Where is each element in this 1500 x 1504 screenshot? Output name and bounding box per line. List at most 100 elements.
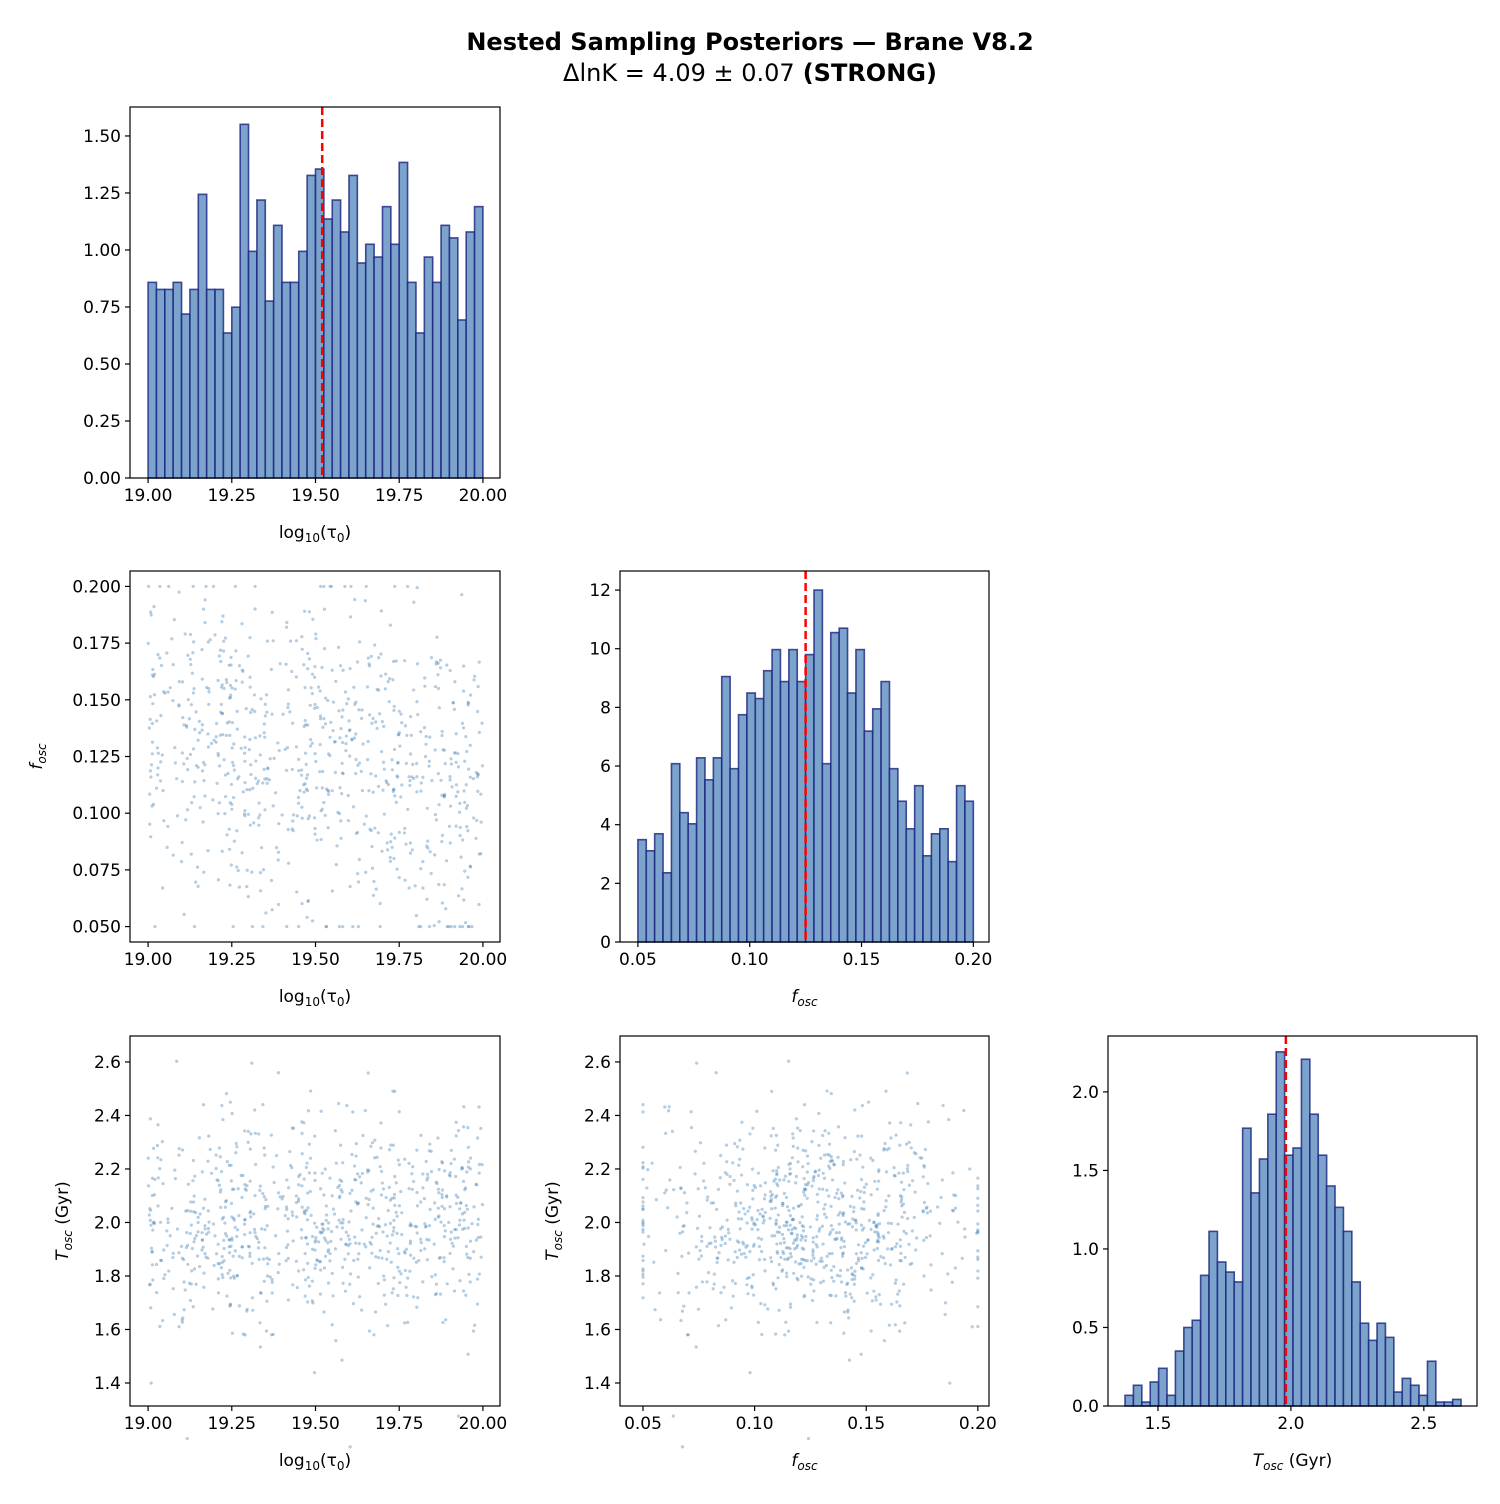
figure-subtitle: ΔlnK = 4.09 ± 0.07 (STRONG) (563, 59, 937, 87)
scatter-point (229, 1179, 233, 1183)
scatter-point (397, 1110, 401, 1114)
scatter-point (223, 636, 228, 640)
scatter-point (350, 1188, 354, 1192)
scatter-point (822, 1265, 826, 1269)
scatter-point (440, 901, 445, 905)
scatter-point (454, 824, 458, 828)
scatter-point (184, 1245, 189, 1250)
scatter-point (297, 1174, 301, 1179)
scatter-point (246, 812, 251, 816)
scatter-point (393, 836, 397, 840)
scatter-point (228, 801, 232, 805)
scatter-point (926, 1120, 930, 1124)
scatter-point (354, 1178, 358, 1182)
scatter-point (745, 1183, 750, 1187)
scatter-point (800, 1246, 804, 1250)
scatter-point (225, 680, 229, 685)
scatter-point (277, 1251, 281, 1256)
scatter-point (313, 1248, 317, 1252)
scatter-point (854, 1221, 858, 1225)
scatter-point (225, 833, 229, 837)
scatter-point (368, 1266, 372, 1270)
scatter-point (243, 1187, 247, 1191)
scatter-point (705, 1198, 709, 1202)
scatter-point (376, 831, 380, 835)
scatter-point (192, 1210, 196, 1214)
scatter-point (155, 1291, 159, 1295)
histogram-bar (1233, 1281, 1244, 1407)
scatter-point (315, 1225, 319, 1229)
scatter-point (447, 1220, 451, 1225)
scatter-point (360, 789, 365, 793)
scatter-point (814, 1262, 818, 1266)
scatter-point (786, 1059, 791, 1063)
scatter-point (261, 781, 265, 785)
histogram-bar (1325, 1185, 1336, 1407)
scatter-point (733, 1142, 737, 1146)
scatter-point (158, 779, 163, 783)
scatter-point (338, 1194, 342, 1198)
scatter-point (247, 748, 251, 752)
scatter-point (204, 685, 209, 690)
scatter-point (191, 1200, 196, 1204)
scatter-point (408, 715, 413, 719)
scatter-point (257, 1257, 261, 1262)
scatter-point (768, 1199, 772, 1203)
histogram-bar (1124, 1394, 1135, 1407)
histogram-bar (670, 762, 681, 943)
scatter-point (285, 924, 289, 929)
scatter-point (731, 1161, 735, 1165)
scatter-point (243, 814, 247, 818)
scatter-point (791, 1136, 795, 1140)
scatter-point (458, 1207, 462, 1211)
scatter-point (436, 661, 440, 665)
scatter-point (740, 1173, 744, 1177)
scatter-point (341, 772, 345, 776)
scatter-point (850, 1272, 854, 1276)
scatter-point (166, 1220, 170, 1225)
scatter-point (207, 1230, 211, 1234)
scatter-point (188, 657, 192, 661)
scatter-point (454, 1134, 458, 1138)
scatter-point (797, 1204, 801, 1208)
scatter-point (794, 1181, 798, 1185)
scatter-point (373, 1138, 377, 1142)
scatter-point (200, 677, 204, 681)
scatter-point (834, 1237, 838, 1242)
scatter-point (251, 1308, 255, 1312)
scatter-point (304, 1208, 309, 1213)
scatter-point (468, 1280, 472, 1284)
scatter-point (429, 871, 433, 876)
scatter-point (182, 723, 186, 727)
scatter-point (203, 621, 207, 625)
scatter-point (468, 775, 472, 779)
scatter-point (386, 680, 390, 684)
scatter-point (252, 693, 257, 697)
scatter-point (813, 1170, 817, 1174)
scatter-point (314, 1263, 318, 1267)
scatter-point (360, 1308, 364, 1312)
scatter-point (182, 1308, 186, 1312)
scatter-point (859, 1352, 863, 1356)
scatter-point (403, 878, 407, 882)
scatter-point (728, 1237, 732, 1241)
scatter-point (337, 1196, 341, 1200)
scatter-point (211, 584, 216, 589)
scatter-point (217, 1146, 221, 1150)
scatter-point (434, 662, 438, 666)
histogram-bar (1334, 1206, 1345, 1407)
scatter-point (313, 752, 317, 756)
scatter-point (177, 1147, 181, 1151)
scatter-point (753, 1185, 758, 1190)
scatter-point (425, 1237, 429, 1242)
scatter-point (719, 1291, 723, 1295)
scatter-point (774, 1332, 778, 1336)
scatter-point (795, 1236, 799, 1240)
scatter-point (257, 1132, 261, 1136)
scatter-point (705, 1280, 709, 1284)
scatter-point (230, 1331, 235, 1335)
scatter-point (466, 1145, 470, 1149)
histogram-bar (431, 281, 442, 479)
y-tick-label: 2.4 (584, 1106, 611, 1126)
scatter-point (265, 1256, 269, 1260)
